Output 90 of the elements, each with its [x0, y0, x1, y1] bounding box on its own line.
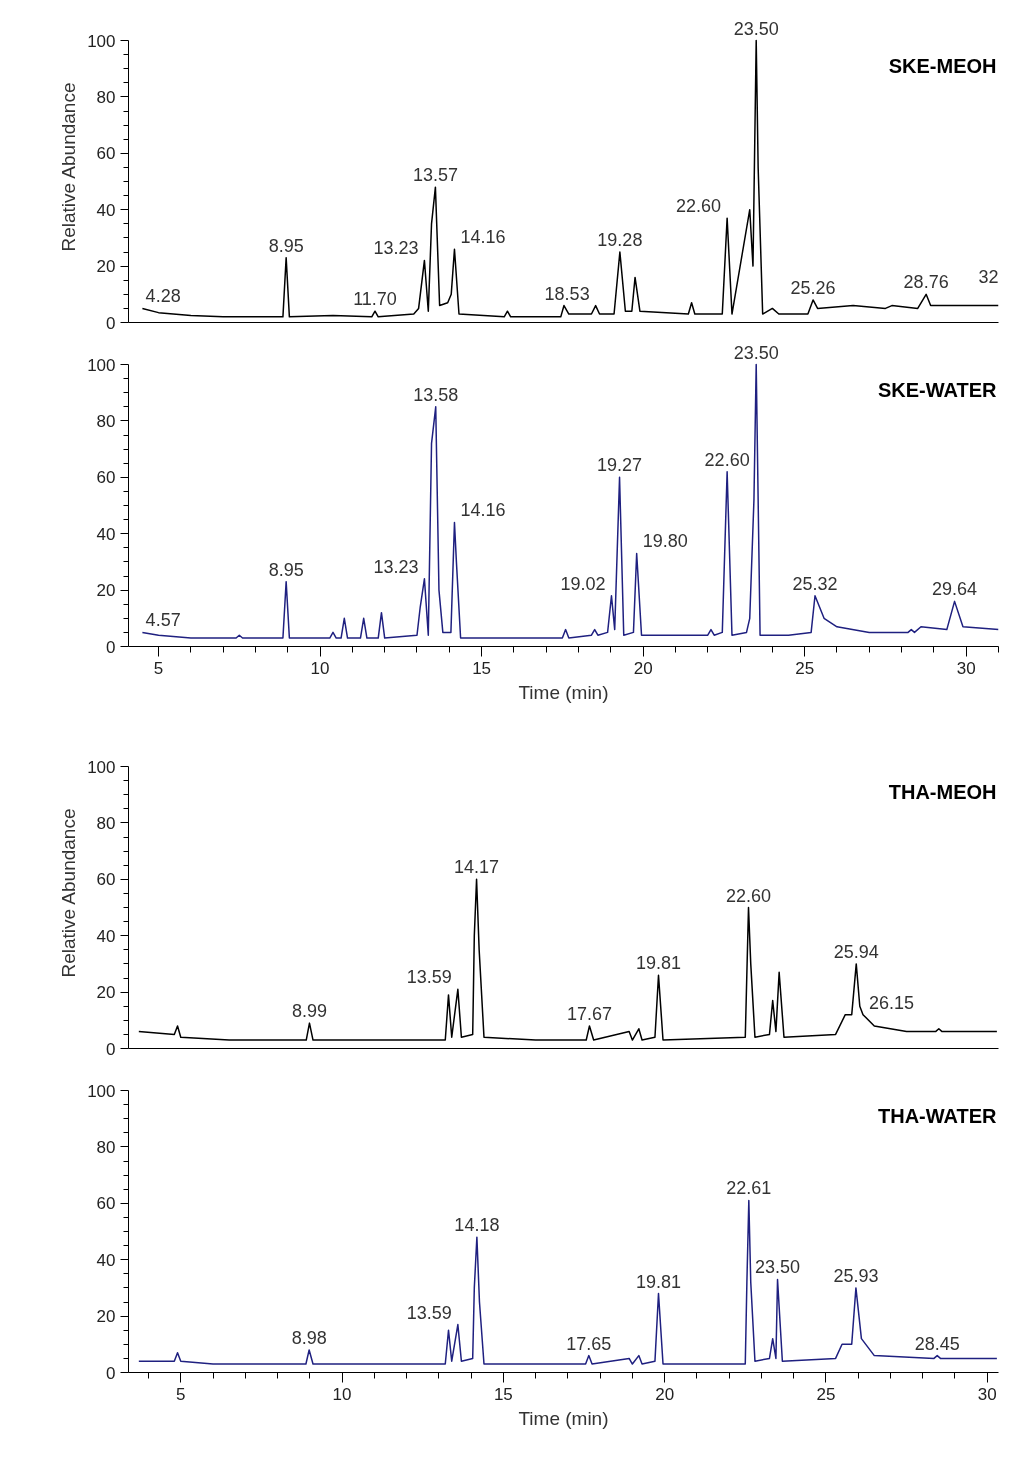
annotation: 28.76 [903, 272, 949, 293]
x-tick-label: 25 [816, 1384, 836, 1404]
x-tick-label: 25 [795, 658, 815, 678]
annotation: 13.59 [406, 1302, 452, 1323]
annotation: 19.81 [635, 1271, 682, 1292]
annotation: 26.15 [869, 992, 915, 1013]
annotation: 19.80 [642, 531, 688, 552]
annotation: 28.45 [914, 1333, 960, 1354]
x-tick-label: 30 [977, 1384, 997, 1404]
y-tick-label: 40 [96, 200, 116, 220]
y-tick-label: 20 [96, 983, 116, 1003]
text: THA-MEOH [888, 780, 997, 803]
annotation: 23.50 [755, 1257, 801, 1278]
annotation: 25.94 [833, 941, 879, 962]
line-series [138, 878, 998, 1041]
annotation: 4.28 [145, 286, 181, 307]
annotation: 13.58 [413, 384, 459, 405]
annotation: 13.57 [412, 165, 458, 186]
y-tick-label: 80 [96, 87, 116, 107]
annotation: 23.50 [733, 18, 779, 39]
annotation: 14.16 [460, 500, 506, 521]
annotation: 23.50 [733, 342, 779, 363]
y-tick-label: 100 [87, 355, 116, 375]
y-tick-label: 0 [106, 1039, 116, 1059]
annotation: 4.57 [145, 610, 181, 631]
annotation: 13.23 [373, 556, 419, 577]
line-series [138, 1199, 998, 1365]
annotation: 22.61 [726, 1178, 772, 1199]
x-axis-title: Time (min) [518, 681, 609, 703]
y-tick-label: 80 [96, 1137, 116, 1157]
annotation: 13.59 [406, 967, 452, 988]
annotation: 19.02 [560, 573, 606, 594]
x-tick-label: 10 [332, 1384, 352, 1404]
y-tick-label: 80 [96, 813, 116, 833]
annotation: 22.60 [676, 196, 722, 217]
annotation: 19.27 [597, 455, 643, 476]
annotation: 11.70 [353, 289, 397, 310]
annotation: 32 [978, 266, 999, 287]
y-tick-label: 60 [96, 1194, 116, 1214]
y-axis-title: Relative Abundance [58, 82, 80, 252]
annotation: 8.98 [291, 1327, 327, 1348]
text: SKE-MEOH [888, 54, 997, 77]
annotation: 18.53 [544, 283, 590, 304]
annotation: 19.28 [597, 230, 643, 250]
y-tick-label: 40 [96, 1250, 116, 1270]
annotation: 25.26 [790, 277, 836, 298]
y-tick-label: 60 [96, 144, 116, 164]
y-tick-label: 100 [87, 1081, 116, 1101]
annotation: 8.99 [291, 1001, 327, 1022]
y-tick-label: 100 [87, 757, 116, 777]
line-series [141, 363, 999, 639]
x-tick-label: 15 [472, 658, 492, 678]
y-tick-label: 80 [96, 411, 116, 431]
annotation: 14.16 [460, 227, 506, 248]
annotation: 17.65 [566, 1333, 612, 1354]
y-axis-title: Relative Abundance [58, 808, 80, 978]
annotation: 14.17 [454, 857, 500, 878]
x-tick-label: 5 [153, 658, 164, 678]
x-tick-label: 15 [493, 1384, 513, 1404]
y-tick-label: 0 [106, 637, 116, 657]
text: THA-WATER [878, 1104, 998, 1127]
y-tick-label: 20 [96, 257, 116, 277]
x-tick-label: 20 [655, 1384, 675, 1404]
y-tick-label: 40 [96, 524, 116, 544]
annotation: 22.60 [704, 449, 750, 470]
y-tick-label: 20 [96, 581, 116, 601]
annotation: 17.67 [566, 1003, 612, 1024]
annotation: 25.93 [833, 1265, 879, 1286]
y-tick-label: 40 [96, 926, 116, 946]
y-tick-label: 0 [106, 1363, 116, 1383]
annotation: 29.64 [932, 579, 978, 600]
x-tick-label: 5 [176, 1384, 186, 1404]
annotation: 13.23 [373, 238, 419, 259]
annotation: 8.95 [268, 559, 304, 580]
annotation: 14.18 [454, 1215, 500, 1236]
x-tick-label: 30 [956, 658, 976, 678]
line-series [141, 39, 999, 318]
y-tick-label: 60 [96, 468, 116, 488]
annotation: 25.32 [792, 573, 838, 594]
x-axis-title: Time (min) [518, 1407, 609, 1429]
y-tick-label: 0 [106, 313, 116, 333]
annotation: 8.95 [268, 235, 304, 256]
y-tick-label: 100 [87, 31, 116, 51]
text: SKE-WATER [877, 378, 998, 401]
x-tick-label: 10 [310, 658, 330, 678]
y-tick-label: 60 [96, 870, 116, 890]
annotation: 19.81 [635, 953, 682, 974]
y-tick-label: 20 [96, 1307, 116, 1327]
x-tick-label: 20 [633, 658, 653, 678]
annotation: 22.60 [725, 885, 772, 906]
